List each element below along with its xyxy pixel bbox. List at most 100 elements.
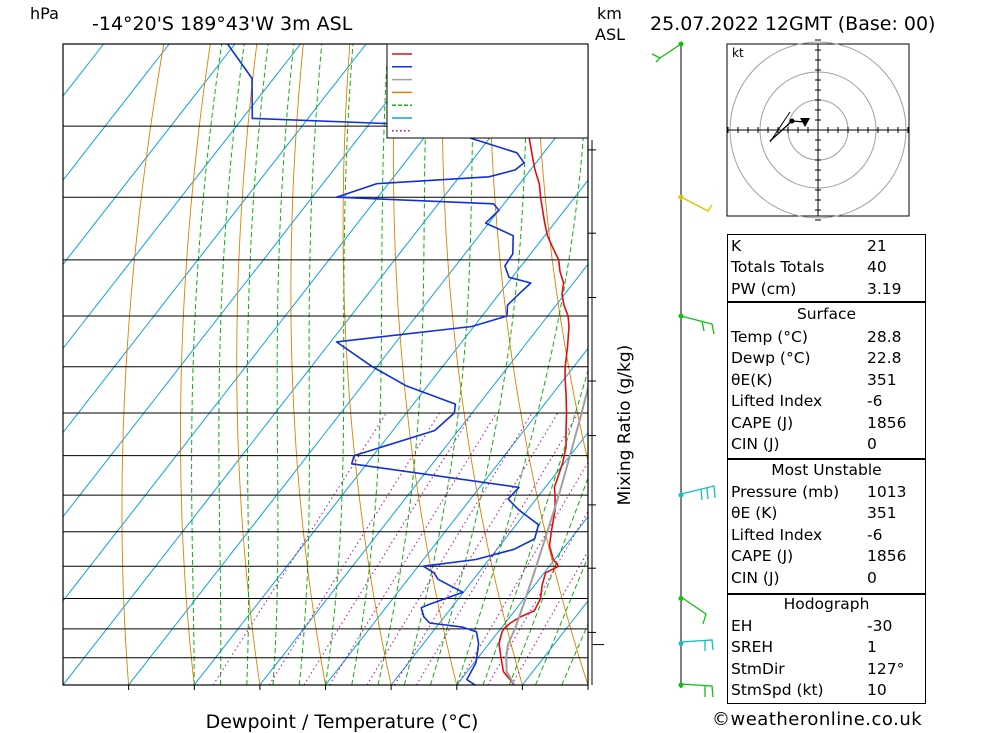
index-label: Lifted Index bbox=[731, 525, 823, 544]
surface-section-title: Surface bbox=[796, 305, 857, 323]
isotherm-line bbox=[63, 44, 170, 182]
mixing-ratio-axis-label: Mixing Ratio (g/kg) bbox=[615, 345, 635, 506]
index-label: CAPE (J) bbox=[731, 547, 794, 566]
isotherm-line bbox=[63, 44, 564, 685]
index-value: 21 bbox=[867, 237, 887, 255]
wind-barb bbox=[680, 683, 714, 698]
parcel-trajectory-line bbox=[505, 384, 588, 685]
index-label: CIN (J) bbox=[731, 568, 780, 587]
x-axis-label: Dewpoint / Temperature (°C) bbox=[206, 711, 479, 733]
wet-adiabat-line bbox=[456, 50, 588, 685]
wet-adiabat-line bbox=[351, 44, 389, 685]
index-label: θE (K) bbox=[731, 504, 778, 523]
wind-barb bbox=[680, 639, 714, 651]
datetime-title: 25.07.2022 12GMT (Base: 00) bbox=[650, 13, 935, 35]
table-row: Lifted Index -6 bbox=[727, 391, 927, 412]
hodograph-trace bbox=[769, 120, 806, 142]
wet-adiabat-line bbox=[191, 44, 223, 685]
indices-surface-box bbox=[727, 302, 926, 459]
isotherm-line bbox=[128, 95, 588, 685]
index-value: 351 bbox=[867, 370, 897, 389]
wind-barb bbox=[680, 196, 713, 212]
wet-adiabat-line bbox=[377, 44, 429, 685]
hpa-label: hPa bbox=[30, 4, 59, 23]
location-title: -14°20'S 189°43'W 3m ASL bbox=[92, 13, 353, 35]
table-row: CIN (J) 0 bbox=[727, 434, 927, 455]
index-value: 0 bbox=[867, 435, 877, 454]
most-unstable-section-title: Most Unstable bbox=[771, 461, 882, 479]
table-row: CIN (J) 0 bbox=[727, 568, 927, 589]
isotherm-line bbox=[63, 44, 104, 97]
isotherm-line bbox=[63, 44, 236, 266]
wet-adiabat-line bbox=[325, 44, 354, 685]
table-row: Temp (°C) 28.8 bbox=[727, 327, 927, 348]
index-value: 1856 bbox=[867, 547, 907, 566]
asl-label: ASL bbox=[595, 25, 625, 44]
table-row: PW (cm) 3.19 bbox=[727, 279, 927, 300]
copyright-footer[interactable]: ©weatheronline.co.uk bbox=[712, 709, 923, 730]
index-value: 0 bbox=[867, 568, 877, 587]
indices-hodograph-box bbox=[727, 594, 926, 704]
table-row: Totals Totals 40 bbox=[727, 257, 927, 278]
table-row: CAPE (J) 1856 bbox=[727, 546, 927, 567]
index-label: SREH bbox=[731, 638, 774, 657]
index-label: CAPE (J) bbox=[731, 413, 794, 432]
index-value: -30 bbox=[867, 617, 893, 635]
indices-most-unstable-table: Pressure (mb) 1013 θE (K) 351 Lifted Index… bbox=[727, 482, 927, 589]
index-label: θE(K) bbox=[731, 370, 773, 389]
isotherm-line bbox=[0, 44, 38, 685]
index-value: 28.8 bbox=[867, 328, 902, 346]
table-row: Lifted Index -6 bbox=[727, 525, 927, 546]
temperature-line bbox=[498, 44, 570, 685]
isotherm-line bbox=[456, 515, 588, 685]
index-value: 1 bbox=[867, 638, 877, 657]
indices-most-unstable-box bbox=[727, 459, 926, 594]
indices-surface-table: Temp (°C) 28.8 Dewp (°C) 22.8 θE(K) 351 Lif… bbox=[727, 327, 927, 455]
hodograph-section-title: Hodograph bbox=[783, 595, 870, 613]
dry-adiabat-line bbox=[121, 44, 165, 685]
table-row: θE(K) 351 bbox=[727, 370, 927, 391]
wind-barb bbox=[680, 596, 707, 625]
wet-adiabat-line bbox=[272, 44, 295, 685]
index-value: 10 bbox=[867, 681, 887, 700]
wet-adiabat-line bbox=[246, 44, 269, 685]
wet-adiabat-line bbox=[430, 44, 529, 685]
wind-level-dot bbox=[678, 194, 684, 200]
isotherm-line bbox=[63, 44, 367, 434]
table-row: K 21 bbox=[727, 236, 927, 257]
index-value: -6 bbox=[867, 525, 883, 544]
wind-level-dot bbox=[678, 641, 684, 646]
dry-adiabat-line bbox=[180, 44, 211, 685]
table-row: θE (K) 351 bbox=[727, 503, 927, 524]
hodograph-point bbox=[789, 118, 795, 124]
table-row: Dewp (°C) 22.8 bbox=[727, 348, 927, 369]
index-value: 22.8 bbox=[867, 349, 902, 368]
dry-adiabat-line bbox=[954, 44, 1000, 685]
dry-adiabat-line bbox=[488, 44, 588, 685]
mixing-ratio-line bbox=[511, 550, 588, 685]
index-label: K bbox=[731, 237, 742, 255]
index-value: 127° bbox=[867, 659, 905, 678]
hodograph-unit-label: kt bbox=[732, 46, 744, 60]
table-row: StmSpd (kt) 10 bbox=[727, 680, 927, 701]
hodograph-trace bbox=[769, 111, 791, 143]
index-value: 351 bbox=[867, 504, 897, 523]
index-label: PW (cm) bbox=[731, 279, 797, 298]
dewpoint-line bbox=[226, 44, 540, 685]
indices-hodograph-table: EH -30 SREH 1 StmDir 127° StmSpd (kt) 10 bbox=[727, 616, 927, 702]
table-row: StmDir 127° bbox=[727, 659, 927, 680]
index-label: EH bbox=[731, 617, 753, 635]
isotherm-line bbox=[522, 600, 588, 685]
wind-level-dot bbox=[678, 682, 684, 688]
index-label: StmDir bbox=[731, 659, 785, 678]
index-value: 3.19 bbox=[867, 279, 902, 298]
index-value: 1013 bbox=[867, 483, 907, 501]
wind-barb bbox=[680, 315, 715, 335]
wet-adiabat-line bbox=[298, 44, 323, 685]
isotherm-line bbox=[63, 44, 301, 350]
index-label: Pressure (mb) bbox=[731, 483, 840, 501]
index-label: Lifted Index bbox=[731, 392, 823, 411]
index-label: Totals Totals bbox=[731, 258, 825, 277]
mixing-ratio-line bbox=[366, 412, 533, 685]
